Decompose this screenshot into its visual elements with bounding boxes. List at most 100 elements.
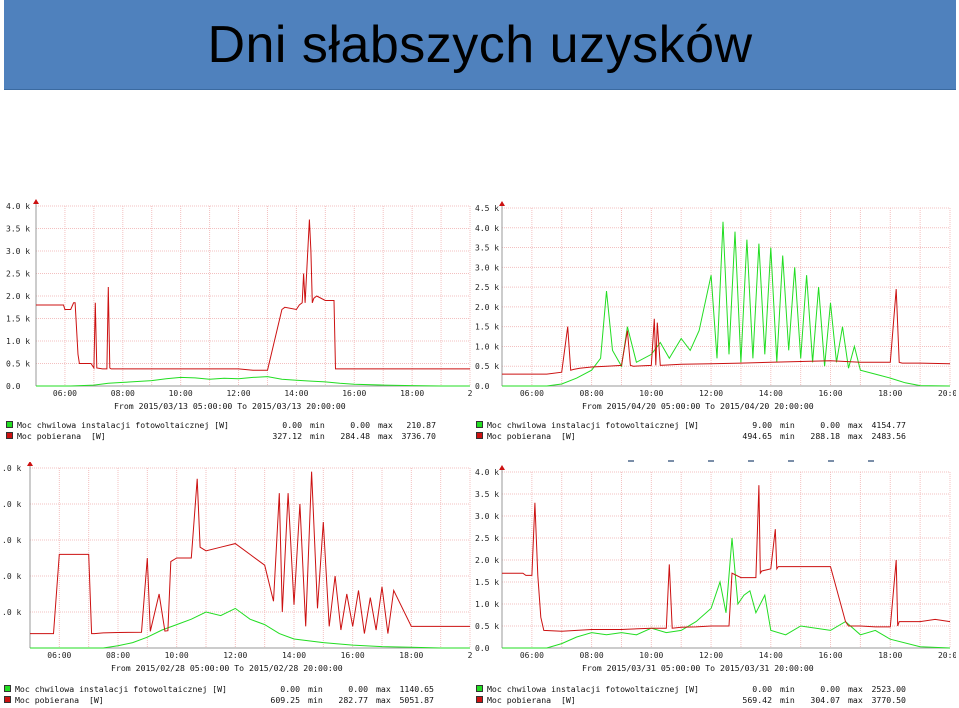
y-tick-label: .0 k — [2, 464, 21, 473]
x-tick-label: 14:00 — [282, 651, 306, 660]
chart-svg-bottom-right: 0.0 0.5 k 1.0 k 1.5 k 2.0 k 2.5 k 3.0 k 3.5 k 4.… — [475, 465, 956, 660]
legend-current-value: 327.12 — [272, 431, 302, 441]
y-tick-label: 0.5 k — [475, 362, 499, 371]
legend-current-value: 0.00 — [280, 684, 300, 694]
decorative-dashes — [628, 460, 898, 464]
y-tick-label: 2.5 k — [475, 283, 499, 292]
x-tick-label: 08:00 — [106, 651, 130, 660]
x-tick-label: 06:00 — [53, 389, 77, 398]
legend-swatch — [4, 696, 11, 703]
chart-panel-top-left: 0.0 0.5 k 1.0 k 1.5 k 2.0 k 2.5 k 3.0 k 3.5 k 4.… — [0, 198, 474, 445]
legend-min-label: min — [780, 431, 795, 441]
legend-bottom-left: Moc chwilowa instalacji fotowoltaicznej … — [4, 684, 472, 708]
x-tick-label: 20:00 — [938, 651, 956, 660]
legend-row: Moc pobierana [W] 569.42 min 304.07 max 3770.… — [476, 695, 954, 706]
y-axis-arrow — [499, 465, 505, 470]
y-tick-label: 3.5 k — [475, 490, 499, 499]
y-tick-label: 3.0 k — [475, 263, 499, 272]
legend-min-label: min — [780, 695, 795, 705]
legend-current-value: 9.00 — [752, 420, 772, 430]
legend-max-label: max — [848, 695, 863, 705]
legend-max-value: 4154.77 — [871, 420, 906, 430]
x-tick-label: 14:00 — [284, 389, 308, 398]
x-tick-label: 12:00 — [699, 389, 723, 398]
x-tick-label: 12:00 — [226, 389, 250, 398]
legend-row: Moc chwilowa instalacji fotowoltaicznej … — [476, 420, 954, 431]
y-tick-label: 3.5 k — [6, 225, 30, 234]
x-tick-label: 14:00 — [759, 389, 783, 398]
x-tick-label: 10:00 — [639, 651, 663, 660]
y-axis-arrow — [33, 199, 39, 204]
y-tick-label: 2.5 k — [475, 534, 499, 543]
legend-min-value: 0.00 — [820, 420, 840, 430]
legend-current-value: 494.65 — [742, 431, 772, 441]
legend-min-value: 282.77 — [338, 695, 368, 705]
y-tick-label: 4.0 k — [475, 224, 499, 233]
chart-panel-bottom-left: .0 k .0 k .0 k .0 k .0 k 06:00 08:00 10:00 12:00… — [0, 462, 474, 708]
y-tick-label: 4.5 k — [475, 204, 499, 213]
legend-row: Moc chwilowa instalacji fotowoltaicznej … — [476, 684, 954, 695]
series-line-load — [30, 471, 470, 635]
y-tick-label: 0.5 k — [475, 622, 499, 631]
title-bar: Dni słabszych uzysków — [4, 0, 956, 90]
series-line-pv — [502, 221, 951, 387]
x-tick-label: 18:00 — [878, 651, 902, 660]
y-axis-arrow — [27, 462, 33, 466]
legend-min-value: 0.00 — [820, 684, 840, 694]
legend-swatch — [476, 696, 483, 703]
legend-swatch — [476, 421, 483, 428]
legend-series-name: Moc pobierana [W] — [17, 431, 106, 441]
legend-row: Moc chwilowa instalacji fotowoltaicznej … — [6, 420, 472, 431]
legend-row: Moc pobierana [W] 327.12 min 284.48 max 3736.… — [6, 431, 472, 442]
y-tick-label: .0 k — [2, 500, 21, 509]
series-line-pv — [30, 607, 470, 649]
y-tick-label: 1.0 k — [475, 600, 499, 609]
legend-current-value: 609.25 — [270, 695, 300, 705]
y-tick-label: 1.5 k — [475, 323, 499, 332]
legend-series-name: Moc pobierana [W] — [487, 695, 576, 705]
date-range-text: From 2015/04/20 05:00:00 To 2015/04/20 2… — [582, 401, 814, 411]
chart-svg-bottom-left: .0 k .0 k .0 k .0 k .0 k 06:00 08:00 10:00 12:00… — [2, 462, 473, 660]
x-tick-label: 18:00 — [399, 651, 423, 660]
y-tick-label: .0 k — [2, 608, 21, 617]
x-tick-label: 14:00 — [759, 651, 783, 660]
y-tick-label: 0.5 k — [6, 360, 30, 369]
chart-panel-bottom-right: 0.0 0.5 k 1.0 k 1.5 k 2.0 k 2.5 k 3.0 k 3.5 k 4.… — [472, 462, 956, 708]
legend-row: Moc pobierana [W] 609.25 min 282.77 max 5051.… — [4, 695, 472, 706]
legend-max-value: 3736.70 — [401, 431, 436, 441]
x-tick-label: 10:00 — [169, 389, 193, 398]
legend-series-name: Moc chwilowa instalacji fotowoltaicznej … — [17, 420, 229, 430]
legend-max-value: 210.87 — [406, 420, 436, 430]
series-line-pv — [36, 376, 470, 387]
x-tick-label: 06:00 — [47, 651, 71, 660]
y-tick-label: 4.0 k — [475, 468, 499, 477]
legend-row: Moc pobierana [W] 494.65 min 288.18 max 2483.… — [476, 431, 954, 442]
legend-max-value: 2523.00 — [871, 684, 906, 694]
y-tick-label: 2.0 k — [475, 303, 499, 312]
x-tick-label: 16:00 — [818, 651, 842, 660]
legend-series-name: Moc chwilowa instalacji fotowoltaicznej … — [15, 684, 227, 694]
x-tick-label: 2 — [468, 651, 473, 660]
y-tick-label: 0.0 — [475, 644, 490, 653]
x-tick-label: 06:00 — [520, 389, 544, 398]
x-tick-label: 16:00 — [342, 389, 366, 398]
legend-max-label: max — [848, 431, 863, 441]
legend-min-value: 288.18 — [810, 431, 840, 441]
x-tick-label: 16:00 — [818, 389, 842, 398]
y-tick-label: .0 k — [2, 536, 21, 545]
chart-panel-top-right: 0.0 0.5 k 1.0 k 1.5 k 2.0 k 2.5 k 3.0 k 3.5 k 4.… — [472, 198, 956, 445]
y-tick-label: .0 k — [2, 572, 21, 581]
date-range-text: From 2015/03/31 05:00:00 To 2015/03/31 2… — [582, 663, 814, 673]
date-range-text: From 2015/02/28 05:00:00 To 2015/02/28 2… — [111, 663, 343, 673]
y-tick-label: 1.5 k — [475, 578, 499, 587]
page-title: Dni słabszych uzysków — [207, 16, 753, 74]
x-tick-label: 08:00 — [111, 389, 135, 398]
y-tick-label: 1.5 k — [6, 315, 30, 324]
legend-swatch — [4, 685, 11, 692]
y-tick-label: 1.0 k — [475, 342, 499, 351]
legend-max-label: max — [848, 684, 863, 694]
legend-top-left: Moc chwilowa instalacji fotowoltaicznej … — [6, 420, 472, 444]
legend-min-value: 0.00 — [350, 420, 370, 430]
date-range-text: From 2015/03/13 05:00:00 To 2015/03/13 2… — [114, 401, 346, 411]
legend-max-label: max — [376, 684, 391, 694]
